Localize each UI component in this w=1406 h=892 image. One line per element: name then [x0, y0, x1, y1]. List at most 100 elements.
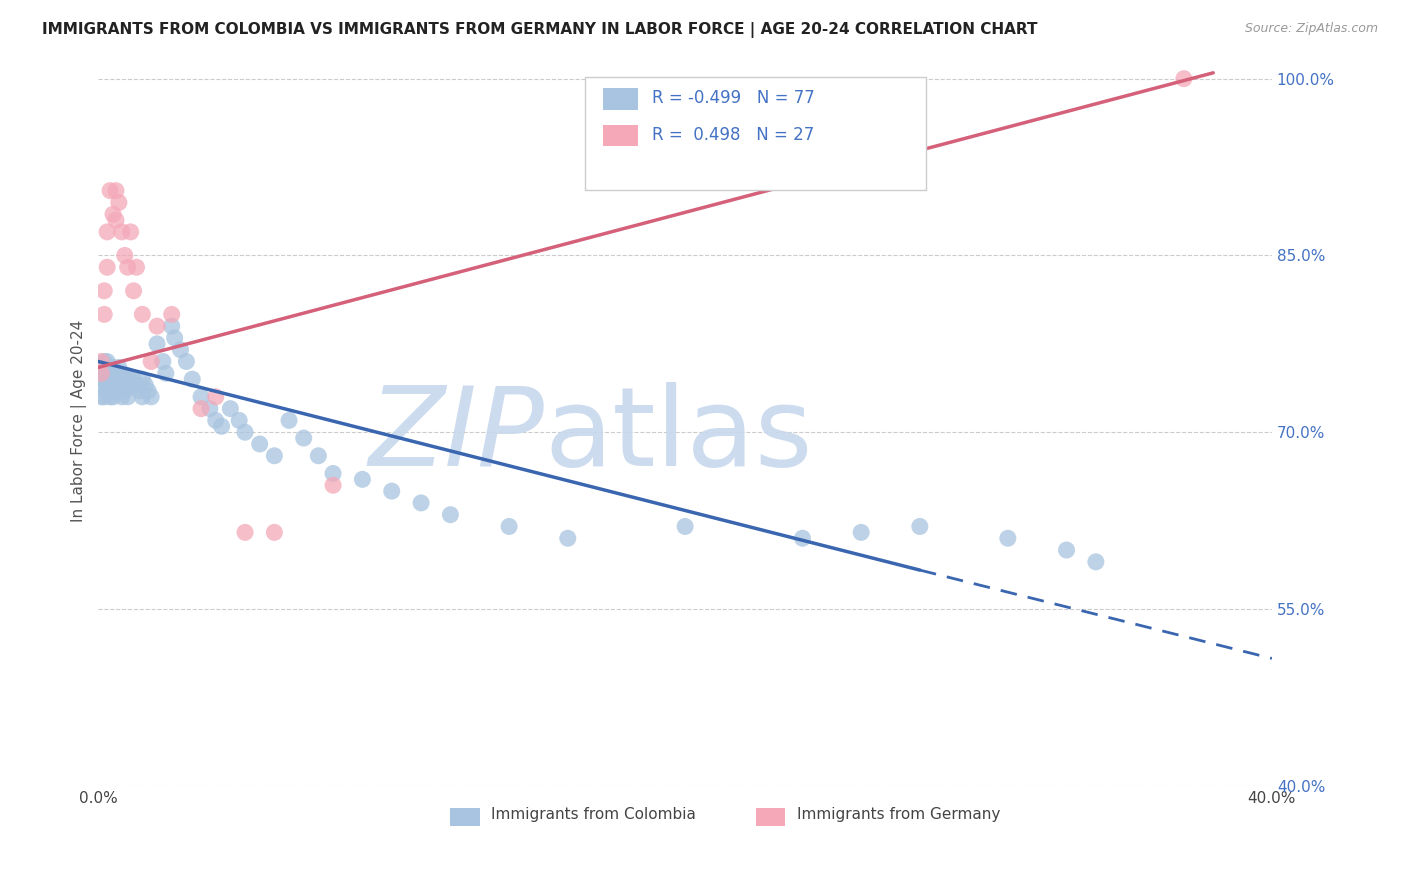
Point: [141, 390, 163, 404]
Point: [322, 478, 344, 492]
Point: [673, 519, 696, 533]
Point: [93, 378, 115, 392]
Point: [96, 372, 118, 386]
Point: [292, 431, 315, 445]
Point: [263, 449, 285, 463]
Point: [120, 378, 142, 392]
Point: [263, 525, 285, 540]
Text: Source: ZipAtlas.com: Source: ZipAtlas.com: [1244, 22, 1378, 36]
Point: [98, 184, 121, 198]
Point: [98, 372, 121, 386]
Point: [233, 525, 256, 540]
Point: [498, 519, 520, 533]
Point: [198, 401, 221, 416]
Point: [439, 508, 461, 522]
Point: [90, 366, 112, 380]
Point: [96, 378, 118, 392]
Point: [131, 307, 153, 321]
Point: [98, 390, 121, 404]
Point: [141, 354, 163, 368]
Point: [111, 378, 134, 392]
Point: [125, 378, 148, 392]
Text: R = -0.499   N = 77: R = -0.499 N = 77: [652, 89, 815, 107]
Point: [233, 425, 256, 440]
Point: [104, 372, 127, 386]
Point: [136, 384, 159, 398]
Point: [278, 413, 301, 427]
Point: [96, 384, 118, 398]
FancyBboxPatch shape: [603, 88, 638, 110]
Point: [128, 384, 150, 398]
Point: [98, 378, 121, 392]
Point: [90, 390, 112, 404]
Point: [381, 484, 404, 499]
Point: [120, 225, 142, 239]
Y-axis label: In Labor Force | Age 20-24: In Labor Force | Age 20-24: [72, 319, 87, 522]
Point: [93, 354, 115, 368]
Point: [117, 260, 139, 275]
Point: [101, 378, 124, 392]
Text: Immigrants from Colombia: Immigrants from Colombia: [492, 807, 696, 822]
Point: [114, 248, 136, 262]
Point: [93, 390, 115, 404]
Point: [101, 207, 124, 221]
Point: [997, 531, 1019, 545]
Text: IMMIGRANTS FROM COLOMBIA VS IMMIGRANTS FROM GERMANY IN LABOR FORCE | AGE 20-24 C: IMMIGRANTS FROM COLOMBIA VS IMMIGRANTS F…: [42, 22, 1038, 38]
Point: [169, 343, 191, 357]
Point: [219, 401, 242, 416]
Point: [93, 307, 115, 321]
Point: [117, 368, 139, 383]
Point: [117, 378, 139, 392]
Point: [131, 390, 153, 404]
Text: R =  0.498   N = 27: R = 0.498 N = 27: [652, 126, 814, 144]
Point: [104, 384, 127, 398]
Point: [409, 496, 432, 510]
Point: [908, 519, 931, 533]
Point: [792, 531, 814, 545]
Point: [111, 225, 134, 239]
Point: [101, 366, 124, 380]
Point: [163, 331, 186, 345]
FancyBboxPatch shape: [585, 77, 925, 190]
Text: atlas: atlas: [544, 382, 813, 489]
Point: [125, 260, 148, 275]
Point: [114, 372, 136, 386]
Point: [104, 184, 127, 198]
Point: [152, 354, 174, 368]
Point: [108, 195, 131, 210]
Point: [108, 384, 131, 398]
Point: [122, 284, 145, 298]
Point: [228, 413, 250, 427]
Point: [117, 390, 139, 404]
FancyBboxPatch shape: [755, 807, 785, 826]
Text: ZIP: ZIP: [368, 382, 544, 489]
Point: [160, 319, 183, 334]
Point: [96, 225, 118, 239]
Point: [211, 419, 233, 434]
Point: [1056, 543, 1078, 558]
Point: [249, 437, 271, 451]
Point: [96, 260, 118, 275]
Point: [181, 372, 204, 386]
Point: [307, 449, 329, 463]
Point: [98, 360, 121, 375]
Point: [1084, 555, 1107, 569]
Point: [108, 360, 131, 375]
Point: [90, 360, 112, 375]
Point: [101, 390, 124, 404]
Point: [111, 390, 134, 404]
Point: [190, 390, 212, 404]
Point: [557, 531, 579, 545]
Point: [111, 368, 134, 383]
Point: [322, 467, 344, 481]
Point: [1173, 71, 1195, 86]
Point: [204, 390, 226, 404]
Point: [849, 525, 872, 540]
Point: [146, 319, 169, 334]
Point: [104, 366, 127, 380]
Point: [96, 354, 118, 368]
Point: [114, 384, 136, 398]
Point: [122, 372, 145, 386]
Point: [108, 372, 131, 386]
Point: [93, 366, 115, 380]
